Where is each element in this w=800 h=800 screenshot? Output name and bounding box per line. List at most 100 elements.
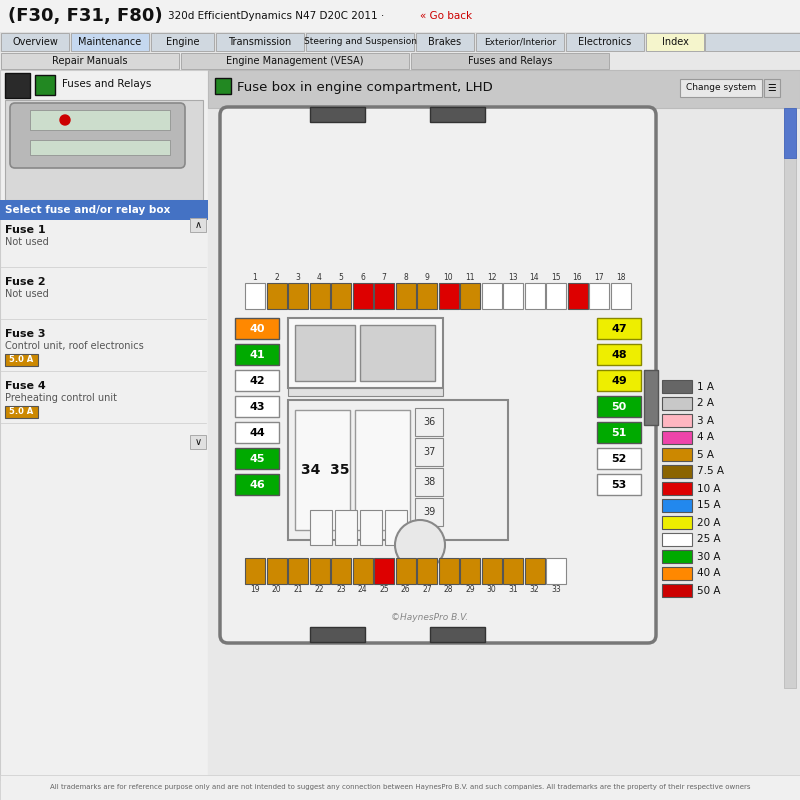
Bar: [610, 283, 630, 309]
Bar: [355, 410, 410, 530]
Bar: [235, 448, 279, 469]
Text: 26: 26: [401, 586, 410, 594]
Bar: [235, 370, 279, 391]
Bar: [331, 558, 351, 584]
Bar: [288, 388, 443, 396]
Bar: [0, 70, 208, 780]
Bar: [503, 283, 523, 309]
Bar: [335, 510, 357, 545]
Text: 45: 45: [250, 454, 265, 463]
Bar: [208, 70, 800, 780]
Text: 5 A: 5 A: [697, 450, 714, 459]
Bar: [662, 414, 692, 427]
Bar: [5, 100, 203, 200]
Bar: [235, 396, 279, 417]
Bar: [310, 283, 330, 309]
Text: 22: 22: [314, 586, 324, 594]
Text: Overview: Overview: [12, 37, 58, 47]
Bar: [0, 775, 800, 800]
Bar: [438, 283, 458, 309]
Text: 3: 3: [295, 273, 301, 282]
Text: 30 A: 30 A: [697, 551, 721, 562]
Text: Transmission: Transmission: [228, 37, 292, 47]
Text: 20: 20: [272, 586, 282, 594]
Circle shape: [60, 115, 70, 125]
Bar: [546, 558, 566, 584]
Text: 47: 47: [611, 323, 627, 334]
Bar: [245, 283, 265, 309]
Bar: [30, 140, 170, 155]
Text: 5: 5: [338, 273, 343, 282]
Text: Select fuse and/or relay box: Select fuse and/or relay box: [5, 205, 170, 215]
Text: 53: 53: [611, 479, 626, 490]
Text: 7.5 A: 7.5 A: [697, 466, 724, 477]
Text: Fuse 3: Fuse 3: [5, 329, 46, 339]
Bar: [385, 510, 407, 545]
Text: 19: 19: [250, 586, 260, 594]
Text: 21: 21: [294, 586, 302, 594]
Text: 2: 2: [274, 273, 279, 282]
Bar: [662, 550, 692, 563]
Bar: [503, 558, 523, 584]
Text: 8: 8: [403, 273, 408, 282]
Bar: [71, 33, 149, 51]
Bar: [0, 200, 208, 220]
Bar: [567, 283, 587, 309]
Text: 25: 25: [379, 586, 389, 594]
Bar: [151, 33, 214, 51]
Bar: [266, 283, 286, 309]
Bar: [460, 283, 480, 309]
Bar: [360, 325, 435, 381]
Text: 5.0 A: 5.0 A: [9, 355, 33, 365]
Text: Preheating control unit: Preheating control unit: [5, 393, 117, 403]
Text: 32: 32: [530, 586, 539, 594]
Bar: [662, 482, 692, 495]
Text: Control unit, roof electronics: Control unit, roof electronics: [5, 341, 144, 351]
Bar: [460, 558, 480, 584]
FancyBboxPatch shape: [10, 103, 185, 168]
Bar: [525, 558, 545, 584]
Bar: [310, 107, 365, 122]
Bar: [662, 533, 692, 546]
Bar: [374, 558, 394, 584]
Text: 40 A: 40 A: [697, 569, 721, 578]
Text: (F30, F31, F80): (F30, F31, F80): [8, 7, 162, 25]
Text: 7: 7: [382, 273, 386, 282]
Bar: [30, 110, 170, 130]
Text: 11: 11: [466, 273, 474, 282]
Bar: [415, 408, 443, 436]
Text: 14: 14: [530, 273, 539, 282]
Bar: [784, 108, 796, 158]
Text: 39: 39: [423, 507, 435, 517]
Bar: [662, 465, 692, 478]
Bar: [395, 558, 415, 584]
Bar: [597, 396, 641, 417]
Bar: [208, 70, 800, 108]
Bar: [597, 318, 641, 339]
Bar: [566, 33, 644, 51]
Bar: [784, 108, 796, 688]
Text: « Go back: « Go back: [420, 11, 472, 21]
Text: 3 A: 3 A: [697, 415, 714, 426]
Bar: [310, 627, 365, 642]
Bar: [416, 33, 474, 51]
Bar: [235, 344, 279, 365]
Bar: [295, 325, 355, 381]
Text: 30: 30: [486, 586, 496, 594]
Text: 24: 24: [358, 586, 367, 594]
Text: 50: 50: [611, 402, 626, 411]
Bar: [411, 53, 609, 69]
Text: 52: 52: [611, 454, 626, 463]
Bar: [597, 344, 641, 365]
Text: 12: 12: [486, 273, 496, 282]
Bar: [415, 468, 443, 496]
Text: Fuse box in engine compartment, LHD: Fuse box in engine compartment, LHD: [237, 82, 493, 94]
Text: 15 A: 15 A: [697, 501, 721, 510]
Bar: [662, 499, 692, 512]
Text: 1 A: 1 A: [697, 382, 714, 391]
Bar: [1, 53, 179, 69]
Text: 48: 48: [611, 350, 627, 359]
Bar: [331, 283, 351, 309]
Bar: [266, 558, 286, 584]
Text: 9: 9: [425, 273, 430, 282]
